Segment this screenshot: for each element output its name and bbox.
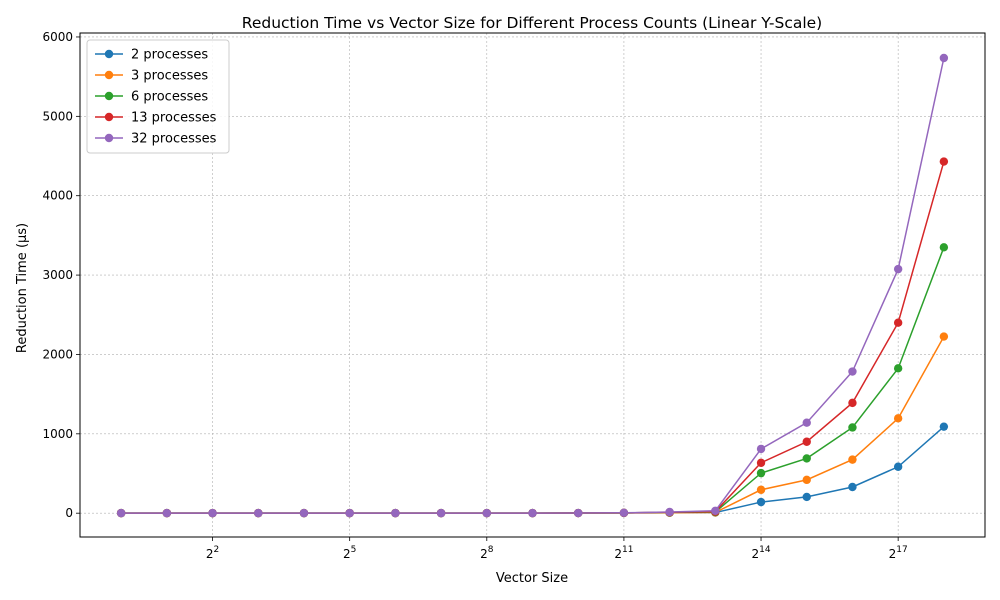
x-axis-label: Vector Size <box>496 571 568 586</box>
y-tick-label: 4000 <box>42 189 73 203</box>
legend-marker <box>104 133 114 143</box>
legend-item: 6 processes <box>95 90 208 105</box>
series-line <box>121 161 945 514</box>
data-point <box>802 437 811 446</box>
data-point <box>893 318 903 327</box>
data-point <box>939 157 949 166</box>
series-line <box>121 336 945 514</box>
data-point <box>802 475 811 485</box>
legend-box <box>86 39 230 154</box>
legend-label: 6 processes <box>131 90 208 105</box>
data-point <box>756 497 766 507</box>
legend-label: 32 processes <box>131 132 217 147</box>
data-point <box>893 264 903 274</box>
data-point <box>893 364 903 373</box>
series-line <box>121 426 945 514</box>
data-point <box>345 508 354 518</box>
data-point <box>802 454 811 463</box>
data-point <box>848 455 857 464</box>
data-point <box>299 508 309 518</box>
data-point <box>848 398 857 408</box>
data-point <box>802 492 811 502</box>
data-point <box>528 508 537 518</box>
y-tick-label: 1000 <box>42 427 73 441</box>
legend-marker <box>104 70 114 80</box>
data-point <box>939 53 949 63</box>
data-point <box>756 485 766 494</box>
y-tick-label: 0 <box>65 506 73 520</box>
data-point <box>848 482 857 492</box>
y-tick-label: 5000 <box>42 109 73 123</box>
y-tick-label: 2000 <box>42 347 73 361</box>
legend-marker <box>104 91 114 101</box>
data-point <box>756 444 766 454</box>
data-point <box>436 508 446 518</box>
axis-ticks: 22 25 28 211 214 217 0 1000 2000 3000 4000 5000 6000 <box>42 30 907 561</box>
legend-marker <box>104 112 114 122</box>
data-point <box>848 367 857 376</box>
legend-marker <box>104 49 114 59</box>
data-point <box>665 507 674 517</box>
x-tick-label: 217 <box>889 545 908 561</box>
data-point <box>254 508 263 518</box>
chart-title: Reduction Time vs Vector Size for Differ… <box>242 14 822 32</box>
legend-label: 13 processes <box>131 111 217 126</box>
series-2 <box>116 243 949 518</box>
y-tick-label: 3000 <box>42 268 73 282</box>
plot-frame <box>79 32 986 538</box>
legend-item: 13 processes <box>95 111 217 126</box>
data-point <box>208 508 217 518</box>
data-point <box>802 418 811 427</box>
data-point <box>939 332 949 341</box>
series-layer <box>116 53 949 518</box>
legend-label: 3 processes <box>131 69 208 84</box>
x-tick-label: 214 <box>751 545 770 561</box>
data-point <box>848 423 857 432</box>
data-point <box>391 508 400 518</box>
x-tick-label: 25 <box>343 545 356 561</box>
data-point <box>893 462 903 471</box>
data-point <box>482 508 491 518</box>
legend-item: 3 processes <box>95 69 208 84</box>
series-1 <box>116 332 949 518</box>
legend: 2 processes 3 processes 6 processes 13 proc… <box>86 39 230 154</box>
data-point <box>116 508 126 518</box>
x-tick-label: 22 <box>206 545 219 561</box>
data-point <box>574 508 583 518</box>
data-point <box>756 468 766 478</box>
data-point <box>711 506 720 516</box>
series-3 <box>116 157 949 518</box>
data-point <box>893 414 903 423</box>
data-point <box>939 422 949 431</box>
legend-item: 2 processes <box>95 48 208 63</box>
data-point <box>756 458 766 467</box>
x-tick-label: 28 <box>480 545 494 561</box>
series-4 <box>116 53 949 518</box>
data-point <box>162 508 172 518</box>
y-axis-label: Reduction Time (μs) <box>15 223 30 353</box>
data-point <box>939 243 949 252</box>
series-0 <box>116 422 949 518</box>
series-line <box>121 57 945 514</box>
x-tick-label: 211 <box>614 545 633 561</box>
y-tick-label: 6000 <box>42 30 73 44</box>
legend-item: 32 processes <box>95 132 217 147</box>
data-point <box>619 508 629 517</box>
legend-label: 2 processes <box>131 48 208 63</box>
